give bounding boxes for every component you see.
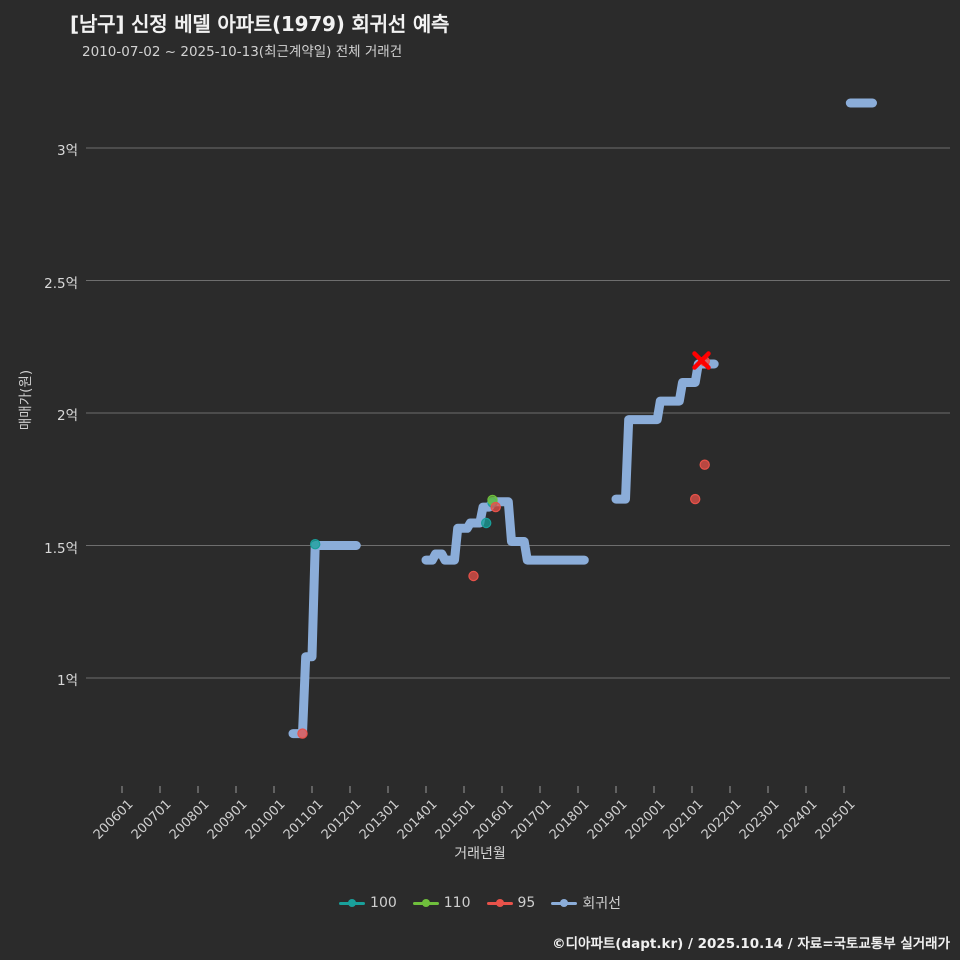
data-point-95 <box>699 356 710 367</box>
legend-item[interactable]: 95 <box>486 895 536 911</box>
y-tick-label: 1.5억 <box>44 540 78 557</box>
legend-label: 95 <box>517 895 536 911</box>
legend-item[interactable]: 회귀선 <box>551 893 621 913</box>
y-tick-label: 3억 <box>56 143 78 159</box>
regression-line-segment <box>421 497 589 565</box>
data-point-95 <box>297 728 308 739</box>
data-point-100 <box>481 517 492 529</box>
footer-credit: ©디아파트(dapt.kr) / 2025.10.14 / 자료=국토교통부 실… <box>552 936 950 952</box>
legend-item[interactable]: 100 <box>339 895 397 911</box>
y-tick-label: 2.5억 <box>44 275 78 292</box>
y-tick-label: 1억 <box>56 673 78 689</box>
data-point-95 <box>468 570 479 582</box>
legend-label: 회귀선 <box>582 896 621 912</box>
data-point-100 <box>487 497 498 508</box>
data-point-95 <box>699 459 710 470</box>
legend-marker-icon <box>339 896 366 910</box>
data-point-95 <box>490 501 501 513</box>
legend-marker-icon <box>412 896 439 910</box>
legend-marker-icon <box>486 896 513 910</box>
x-marker <box>692 351 711 370</box>
data-point-110 <box>487 494 498 506</box>
chart-legend: 100 110 95 회귀선 <box>0 893 960 913</box>
legend-label: 100 <box>370 895 397 911</box>
legend-label: 110 <box>443 895 471 911</box>
legend-item[interactable]: 110 <box>412 895 471 911</box>
y-tick-label: 2억 <box>56 408 78 424</box>
regression-line-segment <box>611 359 719 504</box>
data-point-100 <box>310 539 321 550</box>
data-point-95 <box>690 493 701 505</box>
legend-marker-icon <box>551 896 578 910</box>
y-axis-ticks: 3억 2.5억 2억 1.5억 1억 <box>0 0 78 960</box>
page-subtitle: 2010-07-02 ~ 2025-10-13(최근계약일) 전체 거래건 <box>82 44 403 60</box>
x-axis-label: 거래년월 <box>454 846 506 862</box>
page-title: [남구] 신정 베델 아파트(1979) 회귀선 예측 <box>70 12 450 36</box>
regression-line-segment <box>288 541 361 739</box>
